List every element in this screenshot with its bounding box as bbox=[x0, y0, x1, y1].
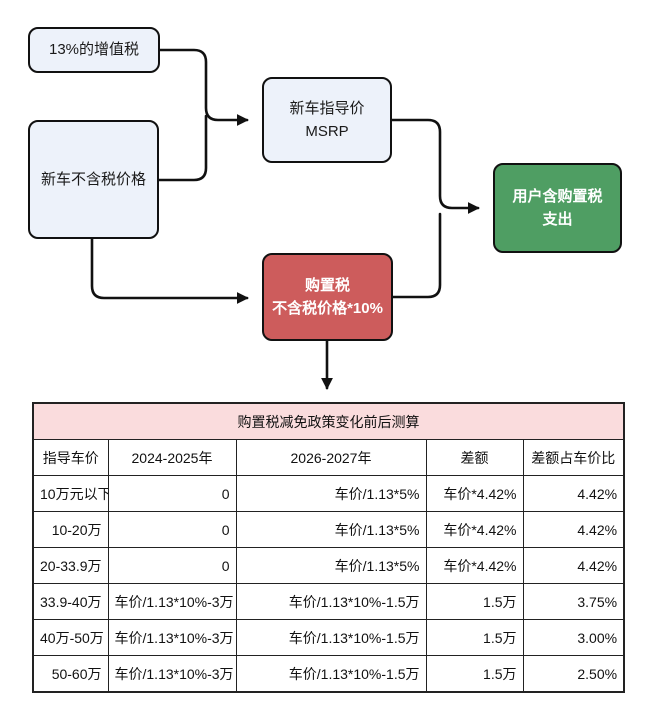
table-cell: 1.5万 bbox=[425, 655, 524, 693]
node-purchase-tax-line2: 不含税价格*10% bbox=[272, 300, 383, 317]
column-header: 指导车价 bbox=[32, 439, 109, 476]
table-cell: 0 bbox=[107, 547, 237, 584]
table-cell: 3.00% bbox=[522, 619, 625, 656]
node-pretax-price: 新车不含税价格 bbox=[28, 120, 159, 239]
table-cell: 车价/1.13*10%-3万 bbox=[107, 655, 237, 693]
table-cell: 车价/1.13*10%-1.5万 bbox=[235, 619, 427, 656]
table-title: 购置税减免政策变化前后测算 bbox=[32, 402, 625, 440]
table-cell: 2.50% bbox=[522, 655, 625, 693]
table-row: 33.9-40万 车价/1.13*10%-3万 车价/1.13*10%-1.5万 1.… bbox=[32, 583, 625, 620]
table-cell: 0 bbox=[107, 511, 237, 548]
column-header: 2026-2027年 bbox=[235, 439, 427, 476]
table-cell: 4.42% bbox=[522, 511, 625, 548]
node-user-expense-line2: 支出 bbox=[542, 211, 573, 228]
table-cell: 0 bbox=[107, 475, 237, 512]
table-header-row: 指导车价 2024-2025年 2026-2027年 差额 差额占车价比 bbox=[32, 439, 625, 476]
node-vat: 13%的增值税 bbox=[28, 27, 160, 73]
node-msrp-line2: MSRP bbox=[305, 123, 349, 140]
table-row: 10-20万 0 车价/1.13*5% 车价*4.42% 4.42% bbox=[32, 511, 625, 548]
table-cell: 车价/1.13*5% bbox=[235, 475, 427, 512]
table-cell: 50-60万 bbox=[32, 655, 109, 693]
node-purchase-tax: 购置税 不含税价格*10% bbox=[262, 253, 393, 341]
node-user-expense: 用户含购置税 支出 bbox=[493, 163, 622, 253]
table-row: 40万-50万 车价/1.13*10%-3万 车价/1.13*10%-1.5万 1.5… bbox=[32, 619, 625, 656]
column-header: 差额 bbox=[425, 439, 524, 476]
tax-policy-table: 购置税减免政策变化前后测算 指导车价 2024-2025年 2026-2027年 差额… bbox=[32, 402, 626, 693]
arrow-pretax-to-tax bbox=[90, 237, 249, 304]
node-msrp: 新车指导价 MSRP bbox=[262, 77, 392, 163]
table-cell: 10-20万 bbox=[32, 511, 109, 548]
table-cell: 车价*4.42% bbox=[425, 547, 524, 584]
table-row: 10万元以下 0 车价/1.13*5% 车价*4.42% 4.42% bbox=[32, 475, 625, 512]
arrow-msrp-to-expense bbox=[390, 118, 480, 214]
table-row: 50-60万 车价/1.13*10%-3万 车价/1.13*10%-1.5万 1.5万… bbox=[32, 655, 625, 693]
table-cell: 车价/1.13*10%-1.5万 bbox=[235, 583, 427, 620]
table-cell: 车价*4.42% bbox=[425, 511, 524, 548]
arrow-tax-to-merge bbox=[391, 212, 442, 299]
table-title-row: 购置税减免政策变化前后测算 bbox=[32, 402, 625, 440]
node-msrp-line1: 新车指导价 bbox=[289, 99, 365, 117]
table-cell: 10万元以下 bbox=[32, 475, 109, 512]
table-row: 20-33.9万 0 车价/1.13*5% 车价*4.42% 4.42% bbox=[32, 547, 625, 584]
node-purchase-tax-line1: 购置税 bbox=[304, 276, 350, 294]
table-cell: 1.5万 bbox=[425, 583, 524, 620]
node-vat-label: 13%的增值税 bbox=[48, 41, 140, 59]
table-cell: 车价/1.13*5% bbox=[235, 547, 427, 584]
arrow-vat-to-msrp bbox=[158, 48, 249, 126]
flow-arrows bbox=[90, 48, 480, 390]
table-cell: 1.5万 bbox=[425, 619, 524, 656]
table-cell: 车价*4.42% bbox=[425, 475, 524, 512]
table-cell: 车价/1.13*10%-3万 bbox=[107, 619, 237, 656]
column-header: 2024-2025年 bbox=[107, 439, 237, 476]
column-header: 差额占车价比 bbox=[522, 439, 625, 476]
table-cell: 40万-50万 bbox=[32, 619, 109, 656]
table-cell: 4.42% bbox=[522, 547, 625, 584]
table-cell: 4.42% bbox=[522, 475, 625, 512]
arrow-pretax-to-merge bbox=[157, 114, 208, 182]
node-user-expense-line1: 用户含购置税 bbox=[512, 187, 603, 205]
table-cell: 车价/1.13*10%-3万 bbox=[107, 583, 237, 620]
table-cell: 车价/1.13*5% bbox=[235, 511, 427, 548]
table-cell: 33.9-40万 bbox=[32, 583, 109, 620]
table-cell: 20-33.9万 bbox=[32, 547, 109, 584]
table-cell: 3.75% bbox=[522, 583, 625, 620]
table-cell: 车价/1.13*10%-1.5万 bbox=[235, 655, 427, 693]
node-pretax-price-label: 新车不含税价格 bbox=[40, 170, 146, 188]
